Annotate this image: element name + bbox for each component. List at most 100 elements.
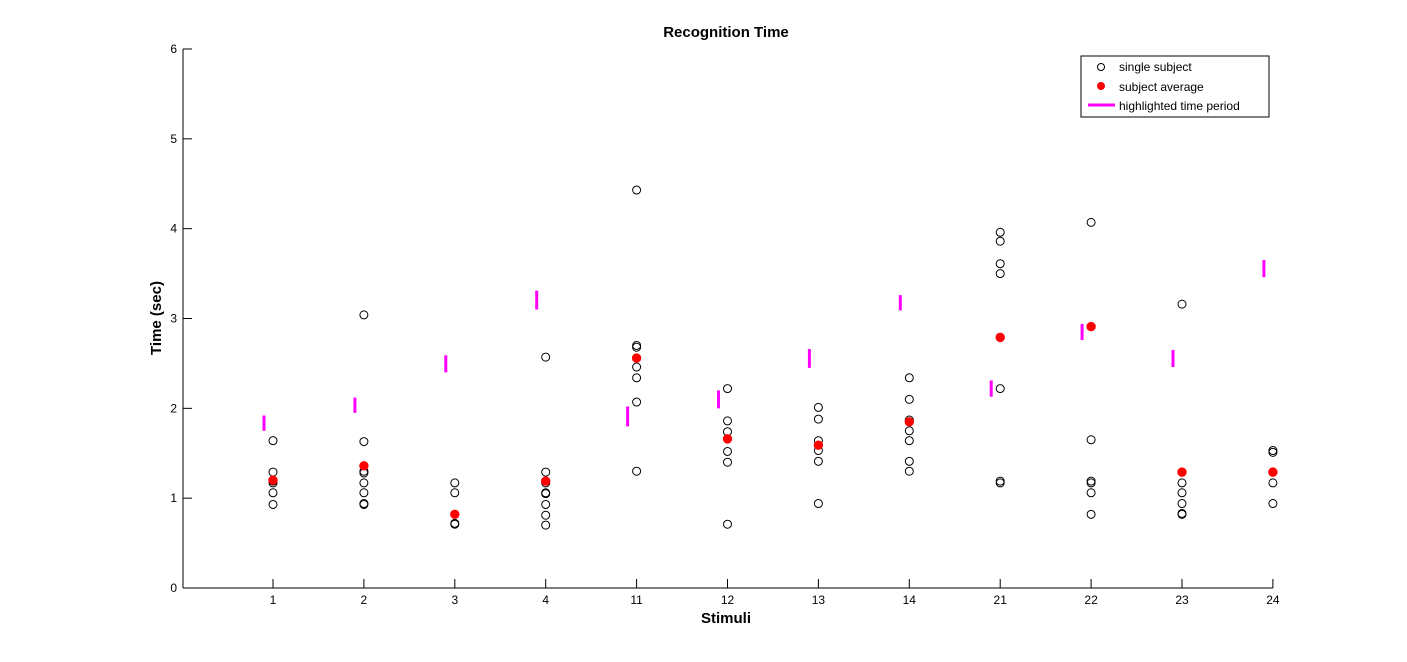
x-tick-label: 14 xyxy=(903,593,917,607)
single-subject-point xyxy=(632,342,642,352)
single-subject-point xyxy=(359,437,369,447)
single-subject-point xyxy=(813,499,823,509)
y-tick-label: 1 xyxy=(170,491,177,505)
single-subject-point xyxy=(995,269,1005,279)
single-subject-point xyxy=(541,489,551,499)
x-tick-label: 13 xyxy=(812,593,826,607)
single-subject-point xyxy=(1268,499,1278,509)
y-tick-label: 4 xyxy=(170,222,177,236)
subject-average-point xyxy=(722,434,733,444)
single-subject-point xyxy=(904,436,914,446)
single-subject-point xyxy=(723,416,732,426)
single-subject-point xyxy=(813,456,823,466)
single-subject-point xyxy=(632,397,642,407)
legend-label-single-subject: single subject xyxy=(1119,60,1192,74)
single-subject-point xyxy=(1086,488,1096,498)
single-subject-point xyxy=(1177,509,1187,519)
subject-average-point xyxy=(1086,321,1096,332)
single-subject-point xyxy=(1268,446,1278,456)
single-subject-point xyxy=(359,478,369,488)
y-axis-label: Time (sec) xyxy=(148,281,165,355)
single-subject-point xyxy=(541,510,551,520)
single-subject-point xyxy=(1086,435,1096,445)
x-tick-label: 21 xyxy=(994,593,1008,607)
single-subject-point xyxy=(904,394,914,404)
single-subject-point xyxy=(995,227,1005,237)
subject-average-point xyxy=(813,440,824,450)
single-subject-point xyxy=(541,467,551,477)
single-subject-point xyxy=(268,499,278,509)
single-subject-point xyxy=(904,466,914,476)
legend-box xyxy=(1080,55,1270,118)
x-tick-label: 23 xyxy=(1175,593,1189,607)
legend-label-subject-average: subject average xyxy=(1119,80,1204,94)
single-subject-point xyxy=(1268,447,1278,457)
x-tick-label: 22 xyxy=(1084,593,1098,607)
x-tick-label: 24 xyxy=(1266,593,1280,607)
single-subject-point xyxy=(813,402,823,412)
single-subject-point xyxy=(1177,488,1187,498)
single-subject-point xyxy=(450,488,460,498)
single-subject-point xyxy=(268,436,278,446)
single-subject-point xyxy=(632,185,642,195)
single-subject-point xyxy=(450,519,460,529)
single-subject-point xyxy=(359,310,369,320)
x-tick-label: 1 xyxy=(270,593,277,607)
single-subject-point xyxy=(450,478,460,488)
x-tick-label: 3 xyxy=(451,593,458,607)
single-subject-point xyxy=(541,352,551,362)
subject-average-point xyxy=(904,417,914,427)
single-subject-point xyxy=(1086,476,1096,486)
single-subject-point xyxy=(632,466,642,476)
single-subject-point xyxy=(1268,478,1278,488)
single-subject-point xyxy=(995,384,1005,394)
single-subject-point xyxy=(1086,509,1096,519)
subject-average-point xyxy=(1177,467,1187,477)
single-subject-point xyxy=(541,499,551,509)
single-subject-point xyxy=(723,519,732,529)
legend-label-highlighted-time-period: highlighted time period xyxy=(1119,99,1240,113)
y-tick-label: 0 xyxy=(170,581,177,595)
single-subject-point xyxy=(723,446,732,456)
single-subject-point xyxy=(904,426,914,436)
single-subject-point xyxy=(541,520,551,530)
single-subject-point xyxy=(1177,478,1187,488)
y-tick-label: 5 xyxy=(170,132,177,146)
x-axis-label: Stimuli xyxy=(701,610,751,627)
single-subject-point xyxy=(632,340,642,350)
x-tick-label: 11 xyxy=(630,593,643,607)
single-subject-point xyxy=(632,373,642,383)
single-subject-point xyxy=(1177,299,1187,309)
single-subject-point xyxy=(904,456,914,466)
x-tick-label: 2 xyxy=(361,593,368,607)
single-subject-point xyxy=(632,362,642,372)
y-tick-label: 6 xyxy=(170,42,177,56)
single-subject-point xyxy=(813,414,823,424)
subject-average-point xyxy=(1268,467,1278,477)
subject-average-point xyxy=(541,476,551,486)
x-tick-label: 4 xyxy=(542,593,549,607)
single-subject-point xyxy=(268,488,278,498)
subject-average-point xyxy=(995,332,1005,343)
single-subject-point xyxy=(268,467,278,477)
subject-average-point xyxy=(359,461,369,471)
x-tick-label: 12 xyxy=(721,593,735,607)
single-subject-point xyxy=(723,384,732,394)
single-subject-point xyxy=(1086,478,1096,488)
single-subject-point xyxy=(904,373,914,383)
single-subject-point xyxy=(359,499,369,509)
single-subject-point xyxy=(995,478,1005,488)
chart-title: Recognition Time xyxy=(663,24,789,41)
legend: single subject subject average highlight… xyxy=(1080,55,1270,118)
single-subject-point xyxy=(995,476,1005,486)
subject-average-point xyxy=(631,353,642,363)
single-subject-point xyxy=(995,259,1005,269)
single-subject-point xyxy=(359,488,369,498)
single-subject-point xyxy=(723,457,732,467)
y-tick-label: 2 xyxy=(170,401,177,415)
y-tick-label: 3 xyxy=(170,312,177,326)
legend-marker-single-subject xyxy=(1097,63,1105,71)
subject-average-point xyxy=(450,509,460,520)
single-subject-point xyxy=(995,236,1005,246)
